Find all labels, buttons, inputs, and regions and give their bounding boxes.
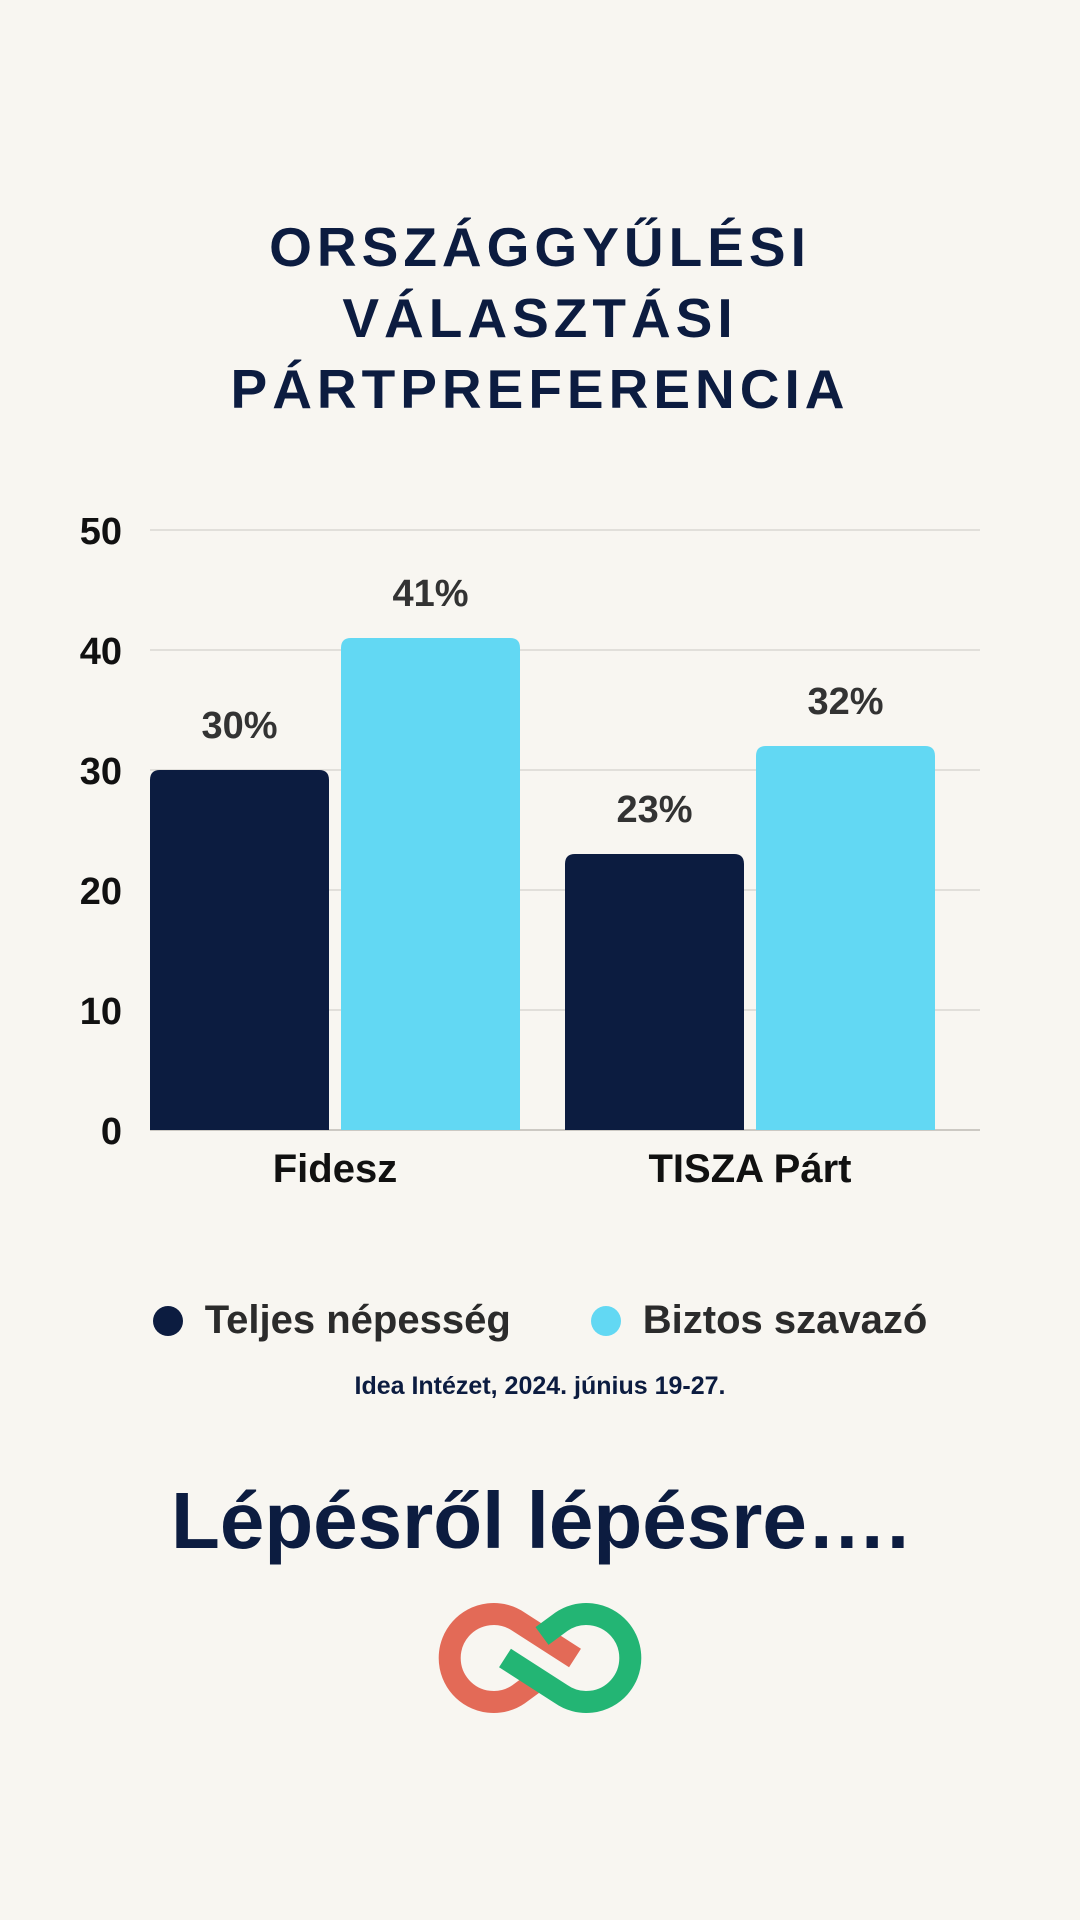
bar [150,770,329,1130]
logo-green-loop [499,1603,642,1713]
legend-label-series-1: Teljes népesség [204,1298,511,1342]
chart-title-line-3: PÁRTPREFERENCIA [230,358,850,420]
y-tick-label: 40 [80,631,122,673]
bar [756,746,935,1130]
data-label: 30% [201,705,277,747]
x-tick-label: TISZA Párt [649,1147,852,1191]
y-tick-label: 50 [80,511,122,553]
source-note: Idea Intézet, 2024. június 19-27. [354,1372,726,1400]
x-tick-label: Fidesz [273,1147,397,1191]
slogan: Lépésről lépésre…. [170,1476,910,1565]
legend-label-series-2: Biztos szavazó [642,1298,928,1342]
legend-swatch-series-1 [152,1305,183,1336]
legend-item-series-1: Teljes népesség [152,1298,511,1343]
data-label: 41% [392,573,468,615]
y-tick-label: 0 [101,1111,122,1153]
chart-title-line-2: VÁLASZTÁSI [342,287,738,349]
data-label: 23% [616,789,692,831]
chart-legend: Teljes népesség Biztos szavazó [0,1298,1080,1343]
y-tick-label: 30 [80,751,122,793]
legend-swatch-series-2 [590,1305,621,1336]
bar [565,854,744,1130]
y-tick-label: 20 [80,871,122,913]
logo-red-loop [438,1603,581,1713]
bar [341,638,520,1130]
chart-title-line-1: ORSZÁGGYŰLÉSI [269,216,811,278]
bar-chart: 0 10 20 30 40 50 30% 41% Fidesz 23% 32% TISZA Párt [80,511,980,1191]
infinity-logo-icon [438,1603,642,1713]
chart-title: ORSZÁGGYŰLÉSI VÁLASZTÁSI PÁRTPREFERENCIA [0,212,1080,425]
data-label: 32% [807,681,883,723]
y-tick-label: 10 [80,991,122,1033]
legend-item-series-2: Biztos szavazó [590,1298,928,1343]
